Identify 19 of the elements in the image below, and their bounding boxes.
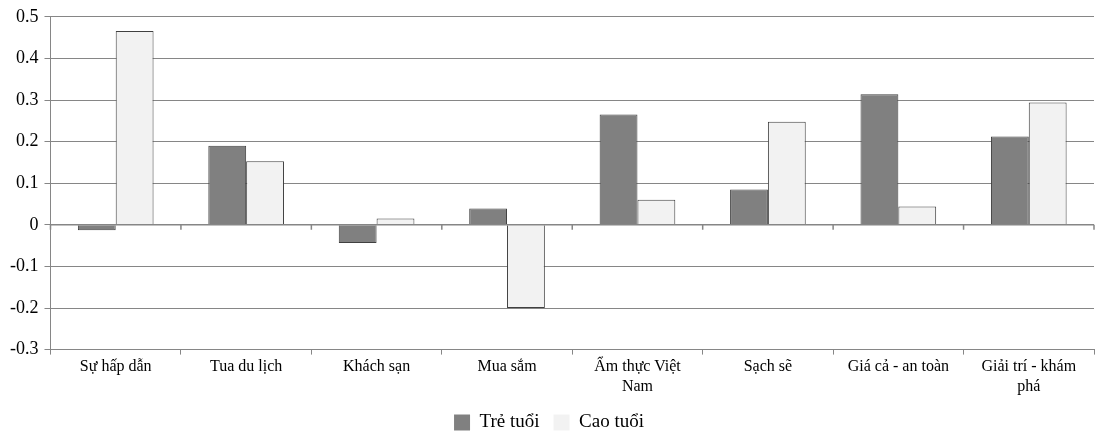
y-tick-label: 0.4 xyxy=(15,47,39,68)
y-tick-label: -0.2 xyxy=(9,296,39,317)
x-tick-label: Ẩm thực Việt Nam xyxy=(594,356,682,394)
y-tick-label: 0.3 xyxy=(15,88,39,109)
x-tick-label: Tua du lịch xyxy=(210,357,283,375)
y-tick-label: 0.2 xyxy=(15,130,39,151)
legend-label: Cao tuổi xyxy=(579,410,644,432)
legend-label: Trẻ tuổi xyxy=(479,410,540,432)
x-tick-label: Mua sắm xyxy=(477,357,538,375)
x-tick-label: Giá cả - an toàn xyxy=(847,357,949,375)
x-tick-label: Sự hấp dẫn xyxy=(79,357,152,376)
y-tick-label: 0.5 xyxy=(15,5,39,26)
x-tick-label: Giải trí - khám phá xyxy=(981,357,1077,395)
y-tick-label: -0.3 xyxy=(9,338,39,359)
y-tick-label: 0 xyxy=(29,213,39,234)
x-tick-label: Sạch sẽ xyxy=(743,357,793,375)
x-tick-label: Khách sạn xyxy=(343,357,411,375)
y-tick-label: -0.1 xyxy=(9,255,39,276)
y-tick-label: 0.1 xyxy=(15,171,39,192)
